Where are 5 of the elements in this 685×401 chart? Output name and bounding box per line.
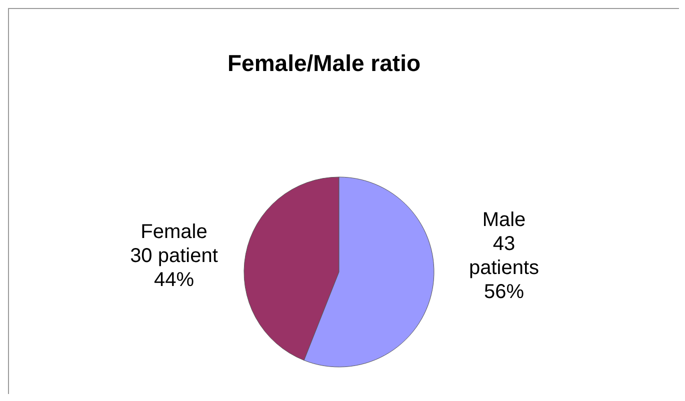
slice-label: Female [140, 221, 208, 243]
chart-title: Female/Male ratio [227, 50, 421, 76]
slice-label: Male [482, 209, 526, 231]
data-label: 30 patient 44% [130, 245, 218, 291]
data-label: 43 patients 56% [468, 233, 540, 303]
